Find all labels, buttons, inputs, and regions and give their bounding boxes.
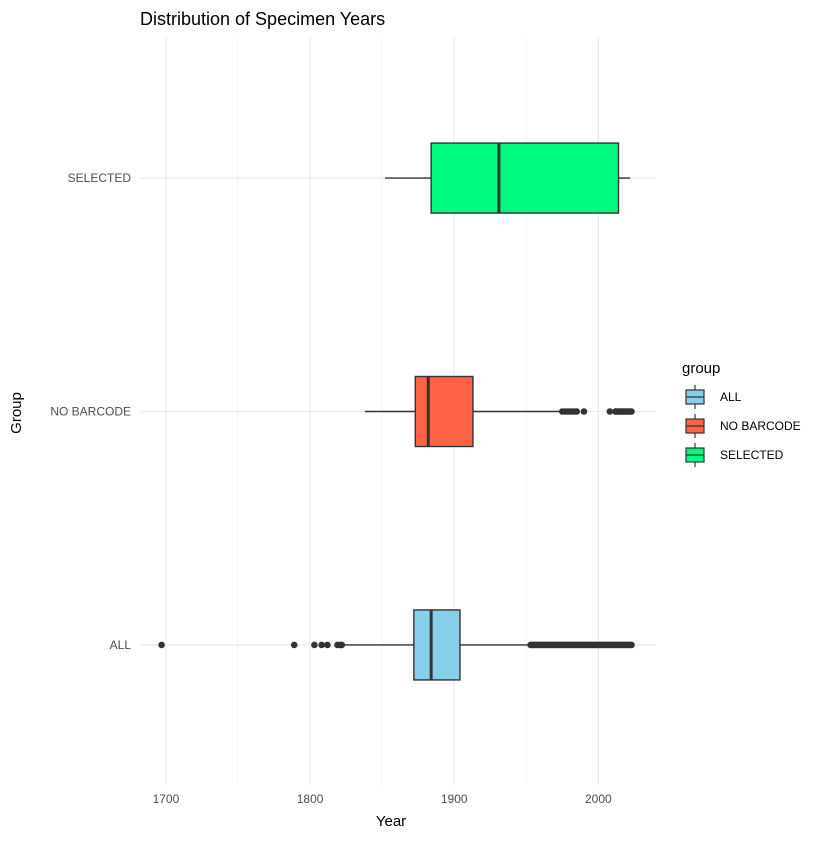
- legend-label: SELECTED: [720, 448, 784, 462]
- outlier-point: [573, 408, 581, 415]
- y-tick-label: SELECTED: [68, 171, 132, 185]
- outlier-point: [606, 408, 614, 415]
- x-tick-label: 1800: [297, 792, 324, 806]
- box-selected: [385, 142, 631, 214]
- box-iqr: [413, 609, 461, 681]
- legend-title: group: [682, 360, 720, 377]
- legend-item-no-barcode: NO BARCODE: [685, 414, 801, 438]
- outlier-point: [338, 641, 346, 649]
- y-tick-label: NO BARCODE: [50, 405, 131, 419]
- axis-layer: 1700 1800 1900 2000 ALL NO BARCODE SELECTED: [50, 171, 612, 806]
- box-iqr: [430, 142, 620, 214]
- outlier-point: [324, 641, 331, 649]
- x-tick-label: 1900: [441, 792, 468, 806]
- legend: group ALL NO BARCODE SELECTED: [682, 360, 801, 467]
- box-iqr: [414, 375, 474, 448]
- outlier-point: [318, 641, 325, 649]
- box-layer: [158, 142, 635, 681]
- outlier-point: [628, 408, 635, 415]
- x-tick-label: 1700: [153, 792, 180, 806]
- x-axis-title: Year: [376, 813, 406, 830]
- chart-title: Distribution of Specimen Years: [140, 9, 385, 29]
- legend-item-all: ALL: [685, 385, 742, 409]
- outlier-point: [628, 641, 635, 649]
- legend-label: NO BARCODE: [720, 419, 801, 433]
- outlier-point: [580, 408, 588, 415]
- outlier-point: [311, 641, 318, 649]
- legend-items: ALL NO BARCODE SELECTED: [685, 385, 801, 467]
- legend-label: ALL: [720, 390, 742, 404]
- legend-item-selected: SELECTED: [685, 443, 784, 467]
- y-tick-label: ALL: [110, 638, 132, 652]
- box-no-barcode: [364, 375, 635, 448]
- outlier-point: [290, 641, 298, 649]
- outlier-point: [158, 641, 165, 649]
- y-axis-title: Group: [8, 392, 25, 434]
- box-all: [158, 609, 635, 681]
- x-tick-label: 2000: [585, 792, 612, 806]
